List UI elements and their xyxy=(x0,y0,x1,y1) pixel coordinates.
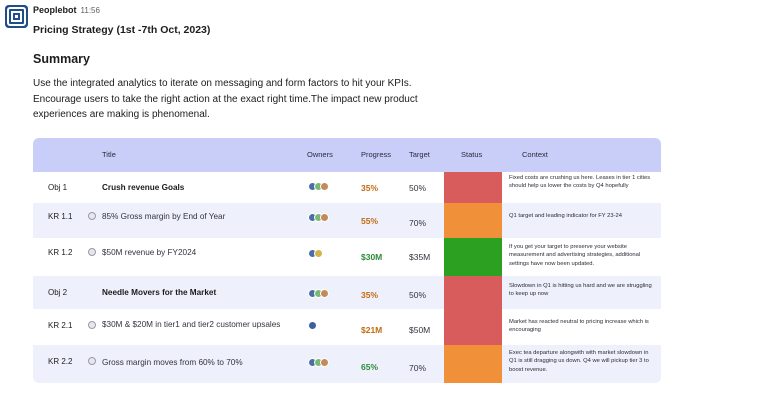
row-context: Exec tea departure alongwith with market… xyxy=(509,350,649,373)
row-title: 85% Gross margin by End of Year xyxy=(102,212,226,221)
owner-avatar-icon xyxy=(320,289,329,298)
row-progress: 55% xyxy=(361,216,379,226)
message-time[interactable]: 11:56 xyxy=(80,6,100,15)
row-id: Obj 2 xyxy=(48,288,68,297)
peoplebot-avatar[interactable] xyxy=(5,5,28,28)
row-id: KR 1.1 xyxy=(48,212,73,221)
summary-line: Use the integrated analytics to iterate … xyxy=(33,78,412,89)
header-title: Title xyxy=(102,150,116,159)
row-title: Crush revenue Goals xyxy=(102,183,185,192)
row-title: Gross margin moves from 60% to 70% xyxy=(102,358,243,367)
row-progress: 35% xyxy=(361,183,379,193)
summary-line: Encourage users to take the right action… xyxy=(33,93,418,105)
row-id: KR 2.2 xyxy=(48,357,73,366)
sender-name[interactable]: Peoplebot xyxy=(33,5,77,15)
table-row[interactable]: KR 2.1 $30M & $20M in tier1 and tier2 cu… xyxy=(33,309,661,345)
row-id: KR 2.1 xyxy=(48,321,73,330)
row-progress: 35% xyxy=(361,290,379,300)
message-sender-line: Peoplebot 11:56 xyxy=(33,5,100,15)
status-indicator xyxy=(444,172,502,203)
table-row[interactable]: KR 1.1 85% Gross margin by End of Year 5… xyxy=(33,203,661,238)
row-title: $50M revenue by FY2024 xyxy=(102,248,197,257)
row-context: Fixed costs are crushing us here. Leases… xyxy=(509,175,651,190)
row-target: 50% xyxy=(409,290,427,300)
summary-line: experiences are making is phenomenal. xyxy=(33,109,210,120)
row-target: 70% xyxy=(409,218,427,228)
key-result-bullet-icon xyxy=(88,248,96,256)
table-row[interactable]: Obj 2 Needle Movers for the Market 35% 5… xyxy=(33,276,661,309)
row-target: 70% xyxy=(409,363,427,373)
summary-text: Use the integrated analytics to iterate … xyxy=(33,76,443,123)
row-title: $30M & $20M in tier1 and tier2 customer … xyxy=(102,320,281,329)
key-result-bullet-icon xyxy=(88,321,96,329)
row-target: $50M xyxy=(409,325,431,335)
row-id: KR 1.2 xyxy=(48,248,73,257)
row-progress: $30M xyxy=(361,252,383,262)
table-row[interactable]: KR 2.2 Gross margin moves from 60% to 70… xyxy=(33,345,661,383)
row-target: 50% xyxy=(409,183,427,193)
owner-avatar-icon xyxy=(320,213,329,222)
header-target: Target xyxy=(409,150,430,159)
status-indicator xyxy=(444,309,502,345)
row-progress: $21M xyxy=(361,325,383,335)
row-context: Market has reacted neutral to pricing in… xyxy=(509,319,649,334)
key-result-bullet-icon xyxy=(88,357,96,365)
row-context: If you get your target to preserve your … xyxy=(509,244,641,267)
owner-avatar-icon xyxy=(308,321,317,330)
table-row[interactable]: KR 1.2 $50M revenue by FY2024 $30M $35M … xyxy=(33,238,661,276)
row-progress: 65% xyxy=(361,362,379,372)
status-indicator xyxy=(444,238,502,276)
summary-title: Summary xyxy=(33,52,90,66)
header-context: Context xyxy=(522,150,548,159)
header-progress: Progress xyxy=(361,150,392,159)
owner-avatar-icon xyxy=(320,358,329,367)
status-indicator xyxy=(444,276,502,309)
status-indicator xyxy=(444,203,502,238)
message-headline: Pricing Strategy (1st -7th Oct, 2023) xyxy=(33,24,211,36)
status-indicator xyxy=(444,345,502,383)
owner-avatar-icon xyxy=(320,182,329,191)
row-context: Q1 target and leading indicator for FY 2… xyxy=(509,213,623,219)
header-status: Status xyxy=(461,150,483,159)
owner-avatar-icon xyxy=(314,249,323,258)
table-row[interactable]: Obj 1 Crush revenue Goals 35% 50% Fixed … xyxy=(33,172,661,203)
row-target: $35M xyxy=(409,252,431,262)
header-owners: Owners xyxy=(307,150,333,159)
table-header: Title Owners Progress Target Status Cont… xyxy=(33,138,661,172)
row-title: Needle Movers for the Market xyxy=(102,288,217,297)
peoplebot-logo-icon xyxy=(5,5,28,28)
key-result-bullet-icon xyxy=(88,212,96,220)
row-id: Obj 1 xyxy=(48,183,68,192)
row-context: Slowdown in Q1 is hitting us hard and we… xyxy=(509,283,652,298)
okr-table: Title Owners Progress Target Status Cont… xyxy=(33,138,661,383)
